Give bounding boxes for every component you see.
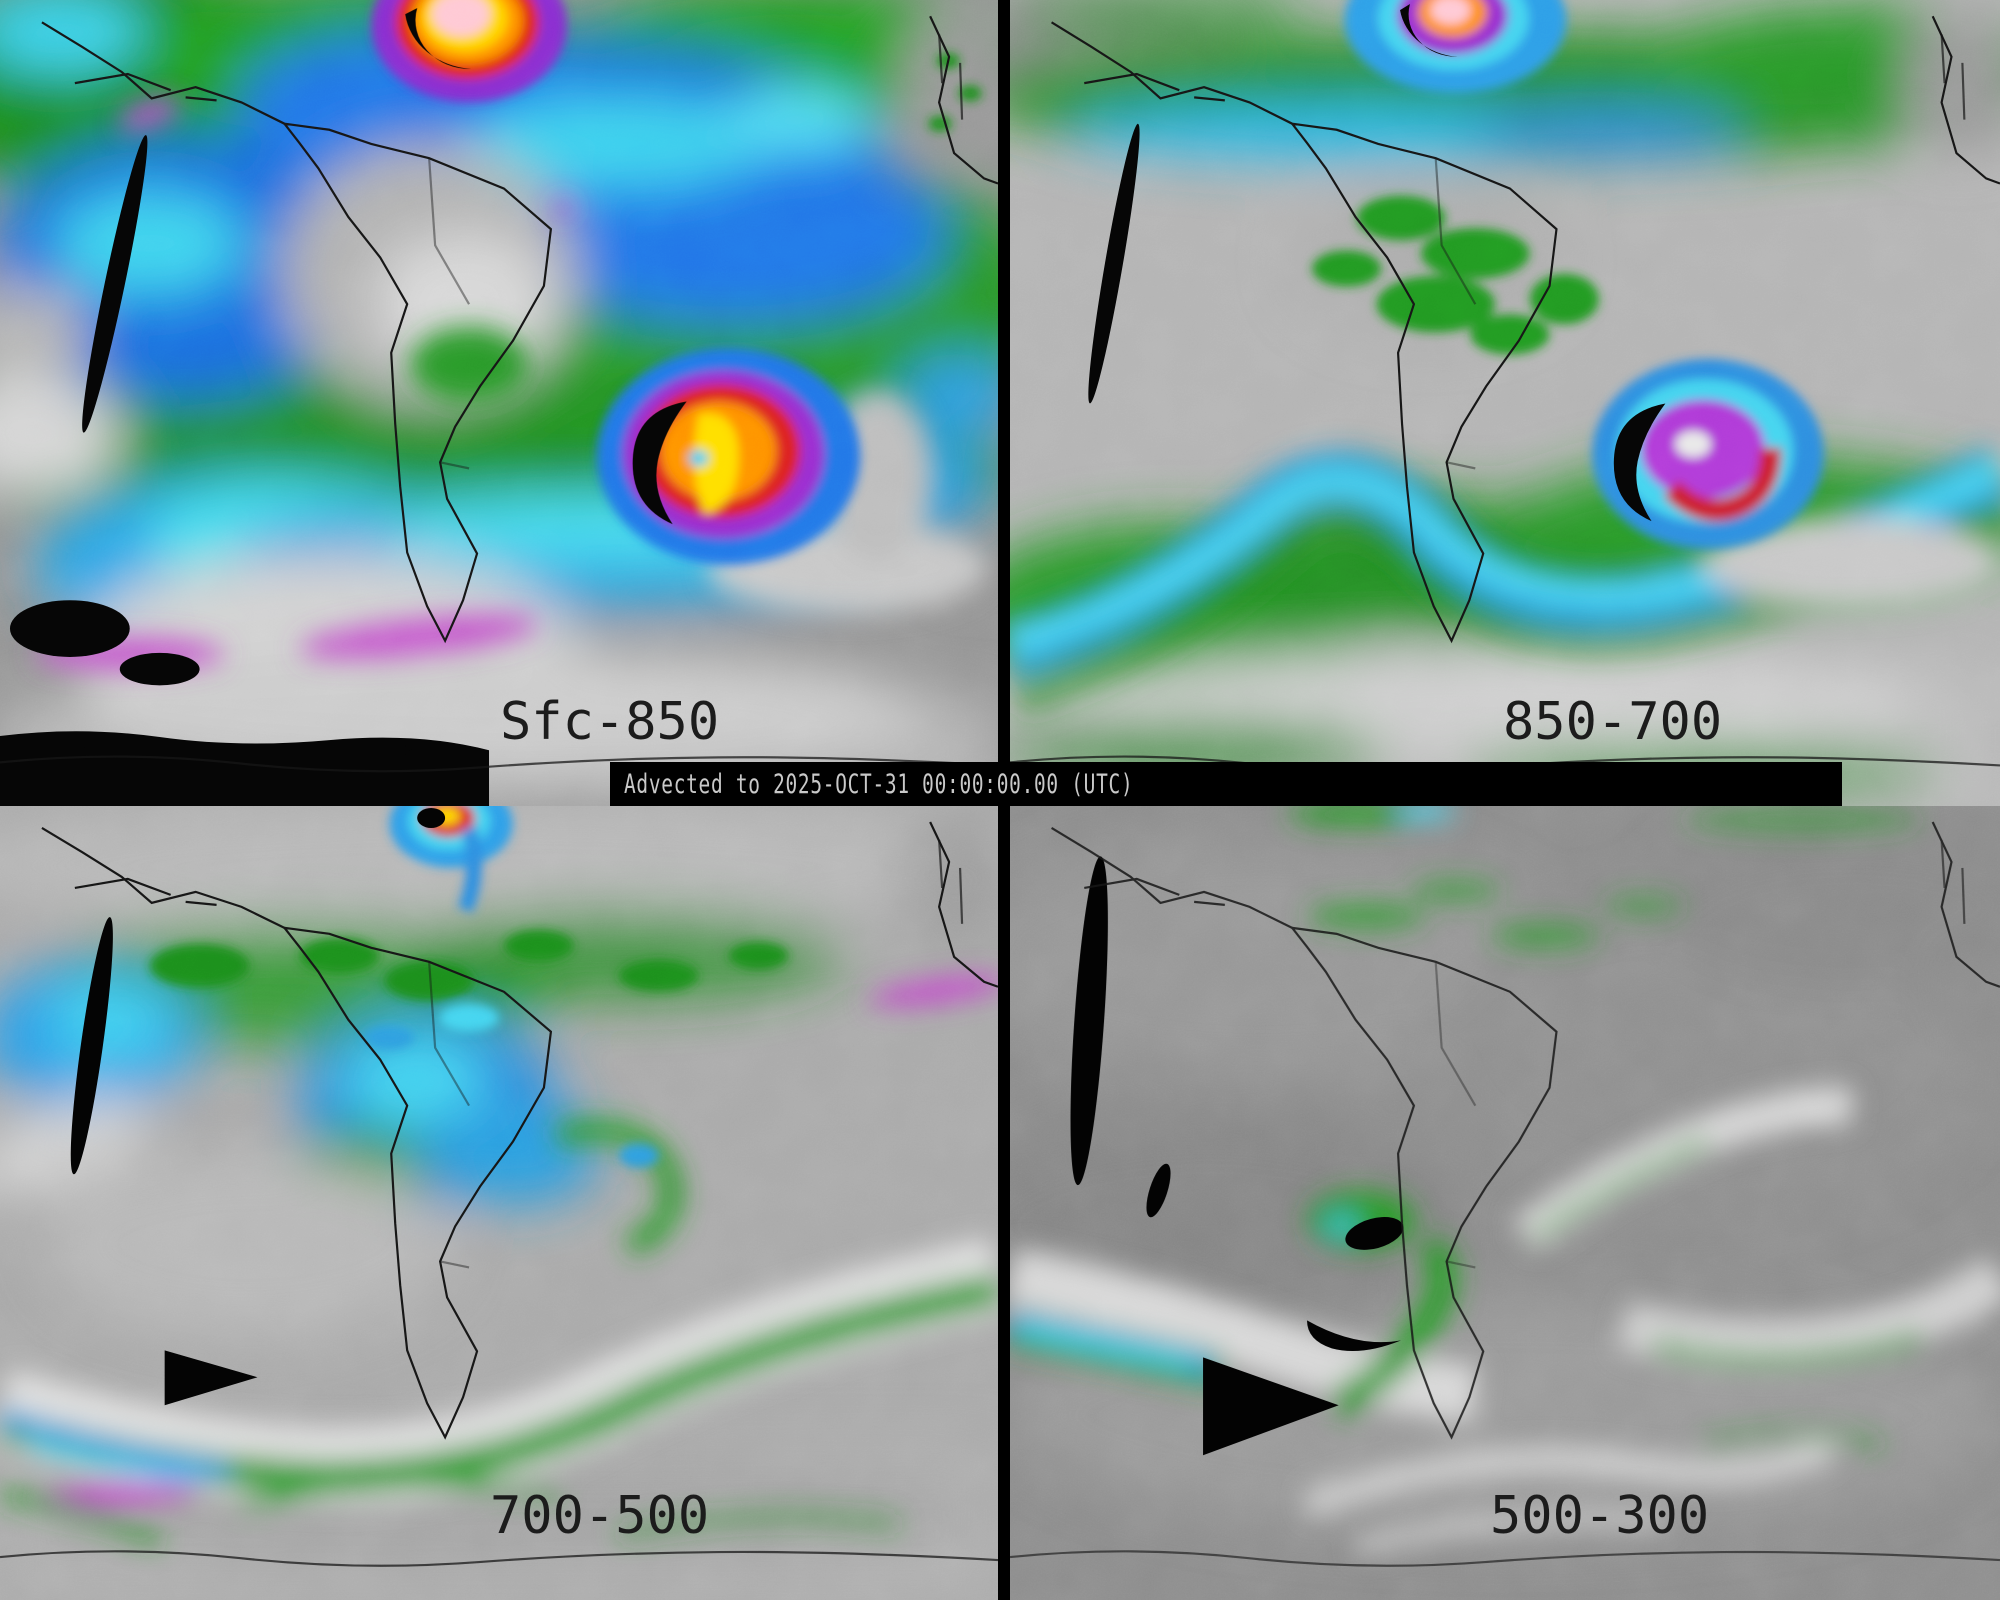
panel-label-700-500: 700-500 xyxy=(490,1490,709,1542)
layered-precipitable-water-product: Advected to 2025-OCT-31 00:00:00.00 (UTC… xyxy=(0,0,2000,1600)
advected-timestamp: Advected to 2025-OCT-31 00:00:00.00 (UTC… xyxy=(624,766,1133,804)
panel-label-850-700: 850-700 xyxy=(1503,696,1722,748)
panel-map-sfc-850 xyxy=(0,0,998,806)
panel-map-700-500 xyxy=(0,806,998,1600)
panel-map-850-700 xyxy=(1010,0,2000,806)
panel-map-500-300 xyxy=(1010,806,2000,1600)
panel-label-500-300: 500-300 xyxy=(1490,1490,1709,1542)
panel-label-sfc-850: Sfc-850 xyxy=(500,696,719,748)
